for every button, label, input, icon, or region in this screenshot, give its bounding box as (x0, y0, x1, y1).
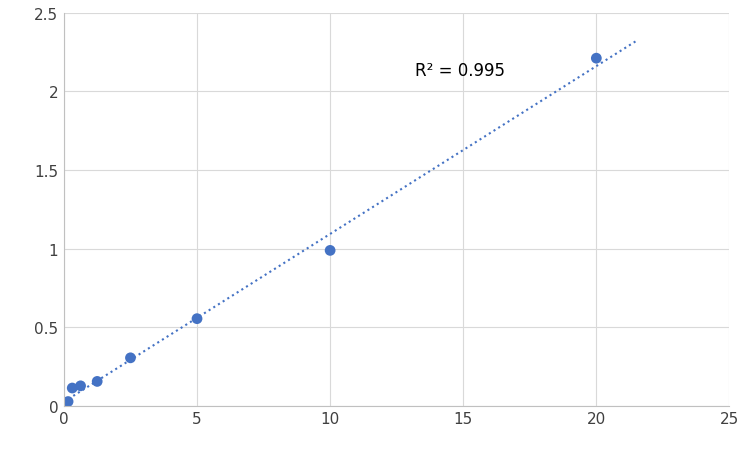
Point (91, 378, 103, 385)
Point (58, 402, 70, 409)
Point (191, 315, 203, 322)
Point (62, 398, 74, 405)
Point (124, 354, 136, 362)
Point (590, 55, 602, 63)
Point (74, 382, 86, 390)
Point (66, 385, 78, 392)
Text: R² = 0.995: R² = 0.995 (415, 61, 505, 79)
Point (324, 247, 336, 254)
